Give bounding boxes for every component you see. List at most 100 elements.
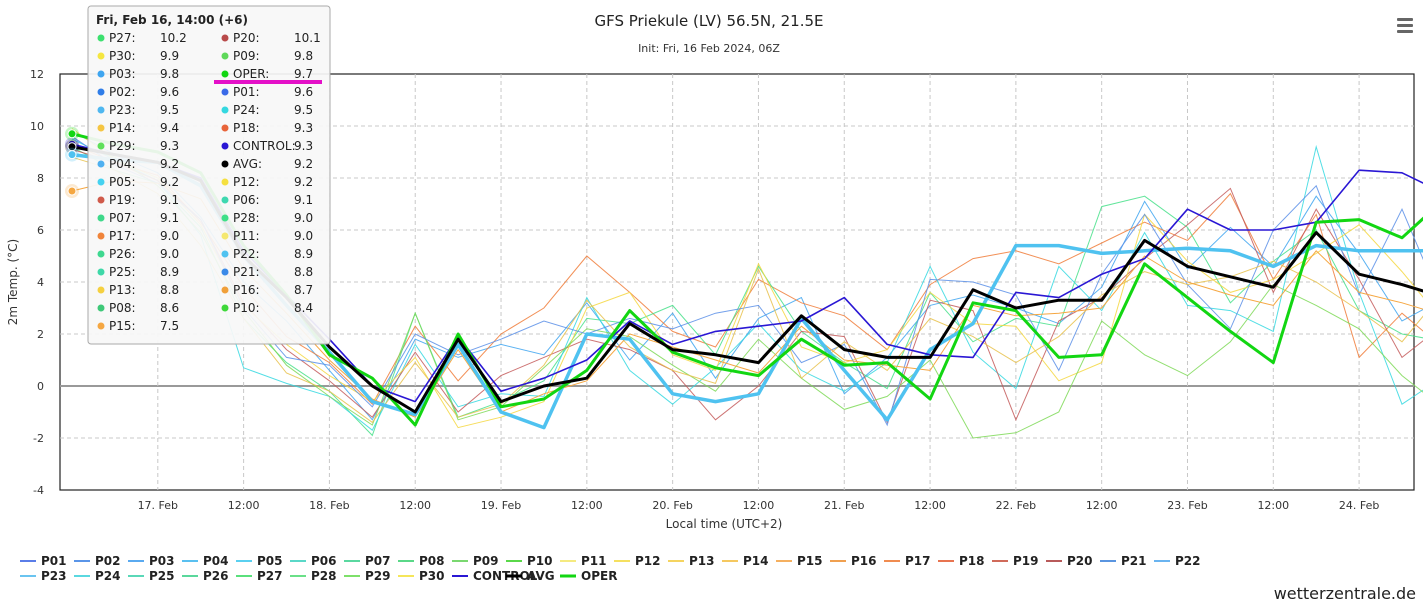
x-tick-label: 12:00 bbox=[1086, 499, 1118, 512]
legend-item-p02[interactable]: P02 bbox=[74, 554, 121, 568]
legend-label: P16 bbox=[851, 554, 877, 568]
tooltip-series-dot bbox=[221, 124, 229, 132]
x-axis-title: Local time (UTC+2) bbox=[666, 517, 783, 531]
hover-marker bbox=[67, 150, 77, 160]
hover-marker bbox=[67, 129, 77, 139]
hover-markers bbox=[65, 126, 79, 198]
legend-label: P11 bbox=[581, 554, 607, 568]
legend-item-p04[interactable]: P04 bbox=[182, 554, 229, 568]
chart-title: GFS Priekule (LV) 56.5N, 21.5E bbox=[595, 12, 824, 30]
x-axis-ticks: 17. Feb 12:00 18. Feb 12:00 19. Feb 12:00 20. … bbox=[138, 499, 1380, 512]
tooltip-series-label: P18: bbox=[233, 121, 260, 135]
legend-item-p18[interactable]: P18 bbox=[938, 554, 985, 568]
legend-item-p17[interactable]: P17 bbox=[884, 554, 931, 568]
legend-item-p05[interactable]: P05 bbox=[236, 554, 283, 568]
tooltip-series-value: 9.2 bbox=[160, 175, 179, 189]
legend-label: P21 bbox=[1121, 554, 1147, 568]
legend-item-p14[interactable]: P14 bbox=[722, 554, 769, 568]
tooltip-series-label: P10: bbox=[233, 301, 260, 315]
legend-item-p10[interactable]: P10 bbox=[506, 554, 553, 568]
legend-label: P03 bbox=[149, 554, 175, 568]
tooltip-series-label: P12: bbox=[233, 175, 260, 189]
tooltip-series-dot bbox=[97, 304, 105, 312]
tooltip-series-value: 8.8 bbox=[294, 265, 313, 279]
x-tick-label: 18. Feb bbox=[309, 499, 349, 512]
tooltip-series-dot bbox=[221, 178, 229, 186]
y-axis-title: 2m Temp. (°C) bbox=[6, 239, 20, 326]
tooltip-series-label: P04: bbox=[109, 157, 136, 171]
y-tick-label: 4 bbox=[37, 276, 44, 289]
legend-item-p22[interactable]: P22 bbox=[1154, 554, 1201, 568]
legend-item-p03[interactable]: P03 bbox=[128, 554, 175, 568]
tooltip-series-label: P19: bbox=[109, 193, 136, 207]
legend-item-p26[interactable]: P26 bbox=[182, 569, 229, 583]
tooltip-series-dot bbox=[221, 52, 229, 60]
tooltip-series-value: 9.1 bbox=[294, 193, 313, 207]
tooltip-series-dot bbox=[97, 196, 105, 204]
legend-item-control[interactable]: CONTROL bbox=[452, 569, 538, 583]
tooltip-series-label: P24: bbox=[233, 103, 260, 117]
legend-item-p25[interactable]: P25 bbox=[128, 569, 175, 583]
legend-item-p16[interactable]: P16 bbox=[830, 554, 877, 568]
tooltip-series-dot bbox=[97, 124, 105, 132]
legend-label: P13 bbox=[689, 554, 715, 568]
tooltip-series-label: P17: bbox=[109, 229, 136, 243]
legend-item-avg[interactable]: AVG bbox=[506, 569, 555, 583]
hamburger-menu-icon[interactable] bbox=[1397, 18, 1413, 33]
legend-label: P01 bbox=[41, 554, 67, 568]
x-tick-label: 21. Feb bbox=[824, 499, 864, 512]
tooltip-series-label: P25: bbox=[109, 265, 136, 279]
tooltip-series-dot bbox=[97, 178, 105, 186]
legend-label: P29 bbox=[365, 569, 391, 583]
legend-item-p28[interactable]: P28 bbox=[290, 569, 337, 583]
x-tick-label: 23. Feb bbox=[1167, 499, 1207, 512]
legend-item-p30[interactable]: P30 bbox=[398, 569, 445, 583]
legend-item-p29[interactable]: P29 bbox=[344, 569, 391, 583]
legend-label: P09 bbox=[473, 554, 499, 568]
legend-item-p19[interactable]: P19 bbox=[992, 554, 1039, 568]
menu-button[interactable] bbox=[1393, 14, 1415, 36]
legend-label: P08 bbox=[419, 554, 445, 568]
legend-item-p06[interactable]: P06 bbox=[290, 554, 337, 568]
tooltip-series-label: P21: bbox=[233, 265, 260, 279]
credits-link[interactable]: wetterzentrale.de bbox=[1274, 584, 1416, 603]
chart-subtitle: Init: Fri, 16 Feb 2024, 06Z bbox=[638, 42, 780, 55]
legend-item-p23[interactable]: P23 bbox=[20, 569, 67, 583]
legend-item-p15[interactable]: P15 bbox=[776, 554, 823, 568]
legend-item-p07[interactable]: P07 bbox=[344, 554, 391, 568]
tooltip-series-label: P22: bbox=[233, 247, 260, 261]
tooltip-series-value: 10.1 bbox=[294, 31, 321, 45]
tooltip-series-dot bbox=[221, 286, 229, 294]
tooltip-header: Fri, Feb 16, 14:00 (+6) bbox=[96, 13, 248, 27]
legend-item-p27[interactable]: P27 bbox=[236, 569, 283, 583]
tooltip-series-dot bbox=[221, 70, 229, 78]
hover-marker bbox=[67, 186, 77, 196]
legend-item-p01[interactable]: P01 bbox=[20, 554, 67, 568]
legend-label: P15 bbox=[797, 554, 823, 568]
legend-label: P22 bbox=[1175, 554, 1201, 568]
tooltip-series-dot bbox=[221, 142, 229, 150]
y-tick-label: -2 bbox=[33, 432, 44, 445]
tooltip-series-label: P23: bbox=[109, 103, 136, 117]
legend-item-p20[interactable]: P20 bbox=[1046, 554, 1093, 568]
legend-item-p21[interactable]: P21 bbox=[1100, 554, 1147, 568]
tooltip-series-dot bbox=[97, 70, 105, 78]
tooltip-series-dot bbox=[97, 268, 105, 276]
tooltip-series-value: 8.9 bbox=[294, 247, 313, 261]
tooltip-series-label: P01: bbox=[233, 85, 260, 99]
legend-item-p13[interactable]: P13 bbox=[668, 554, 715, 568]
tooltip-series-label: P20: bbox=[233, 31, 260, 45]
legend-label: P06 bbox=[311, 554, 337, 568]
legend-item-p09[interactable]: P09 bbox=[452, 554, 499, 568]
legend-item-p12[interactable]: P12 bbox=[614, 554, 661, 568]
tooltip-series-value: 9.5 bbox=[294, 103, 313, 117]
legend-item-p08[interactable]: P08 bbox=[398, 554, 445, 568]
legend-item-p24[interactable]: P24 bbox=[74, 569, 121, 583]
tooltip-series-value: 9.3 bbox=[294, 121, 313, 135]
legend-label: P12 bbox=[635, 554, 661, 568]
legend-item-oper[interactable]: OPER bbox=[560, 569, 617, 583]
legend-item-p11[interactable]: P11 bbox=[560, 554, 607, 568]
x-tick-label: 19. Feb bbox=[481, 499, 521, 512]
x-tick-label: 12:00 bbox=[743, 499, 775, 512]
